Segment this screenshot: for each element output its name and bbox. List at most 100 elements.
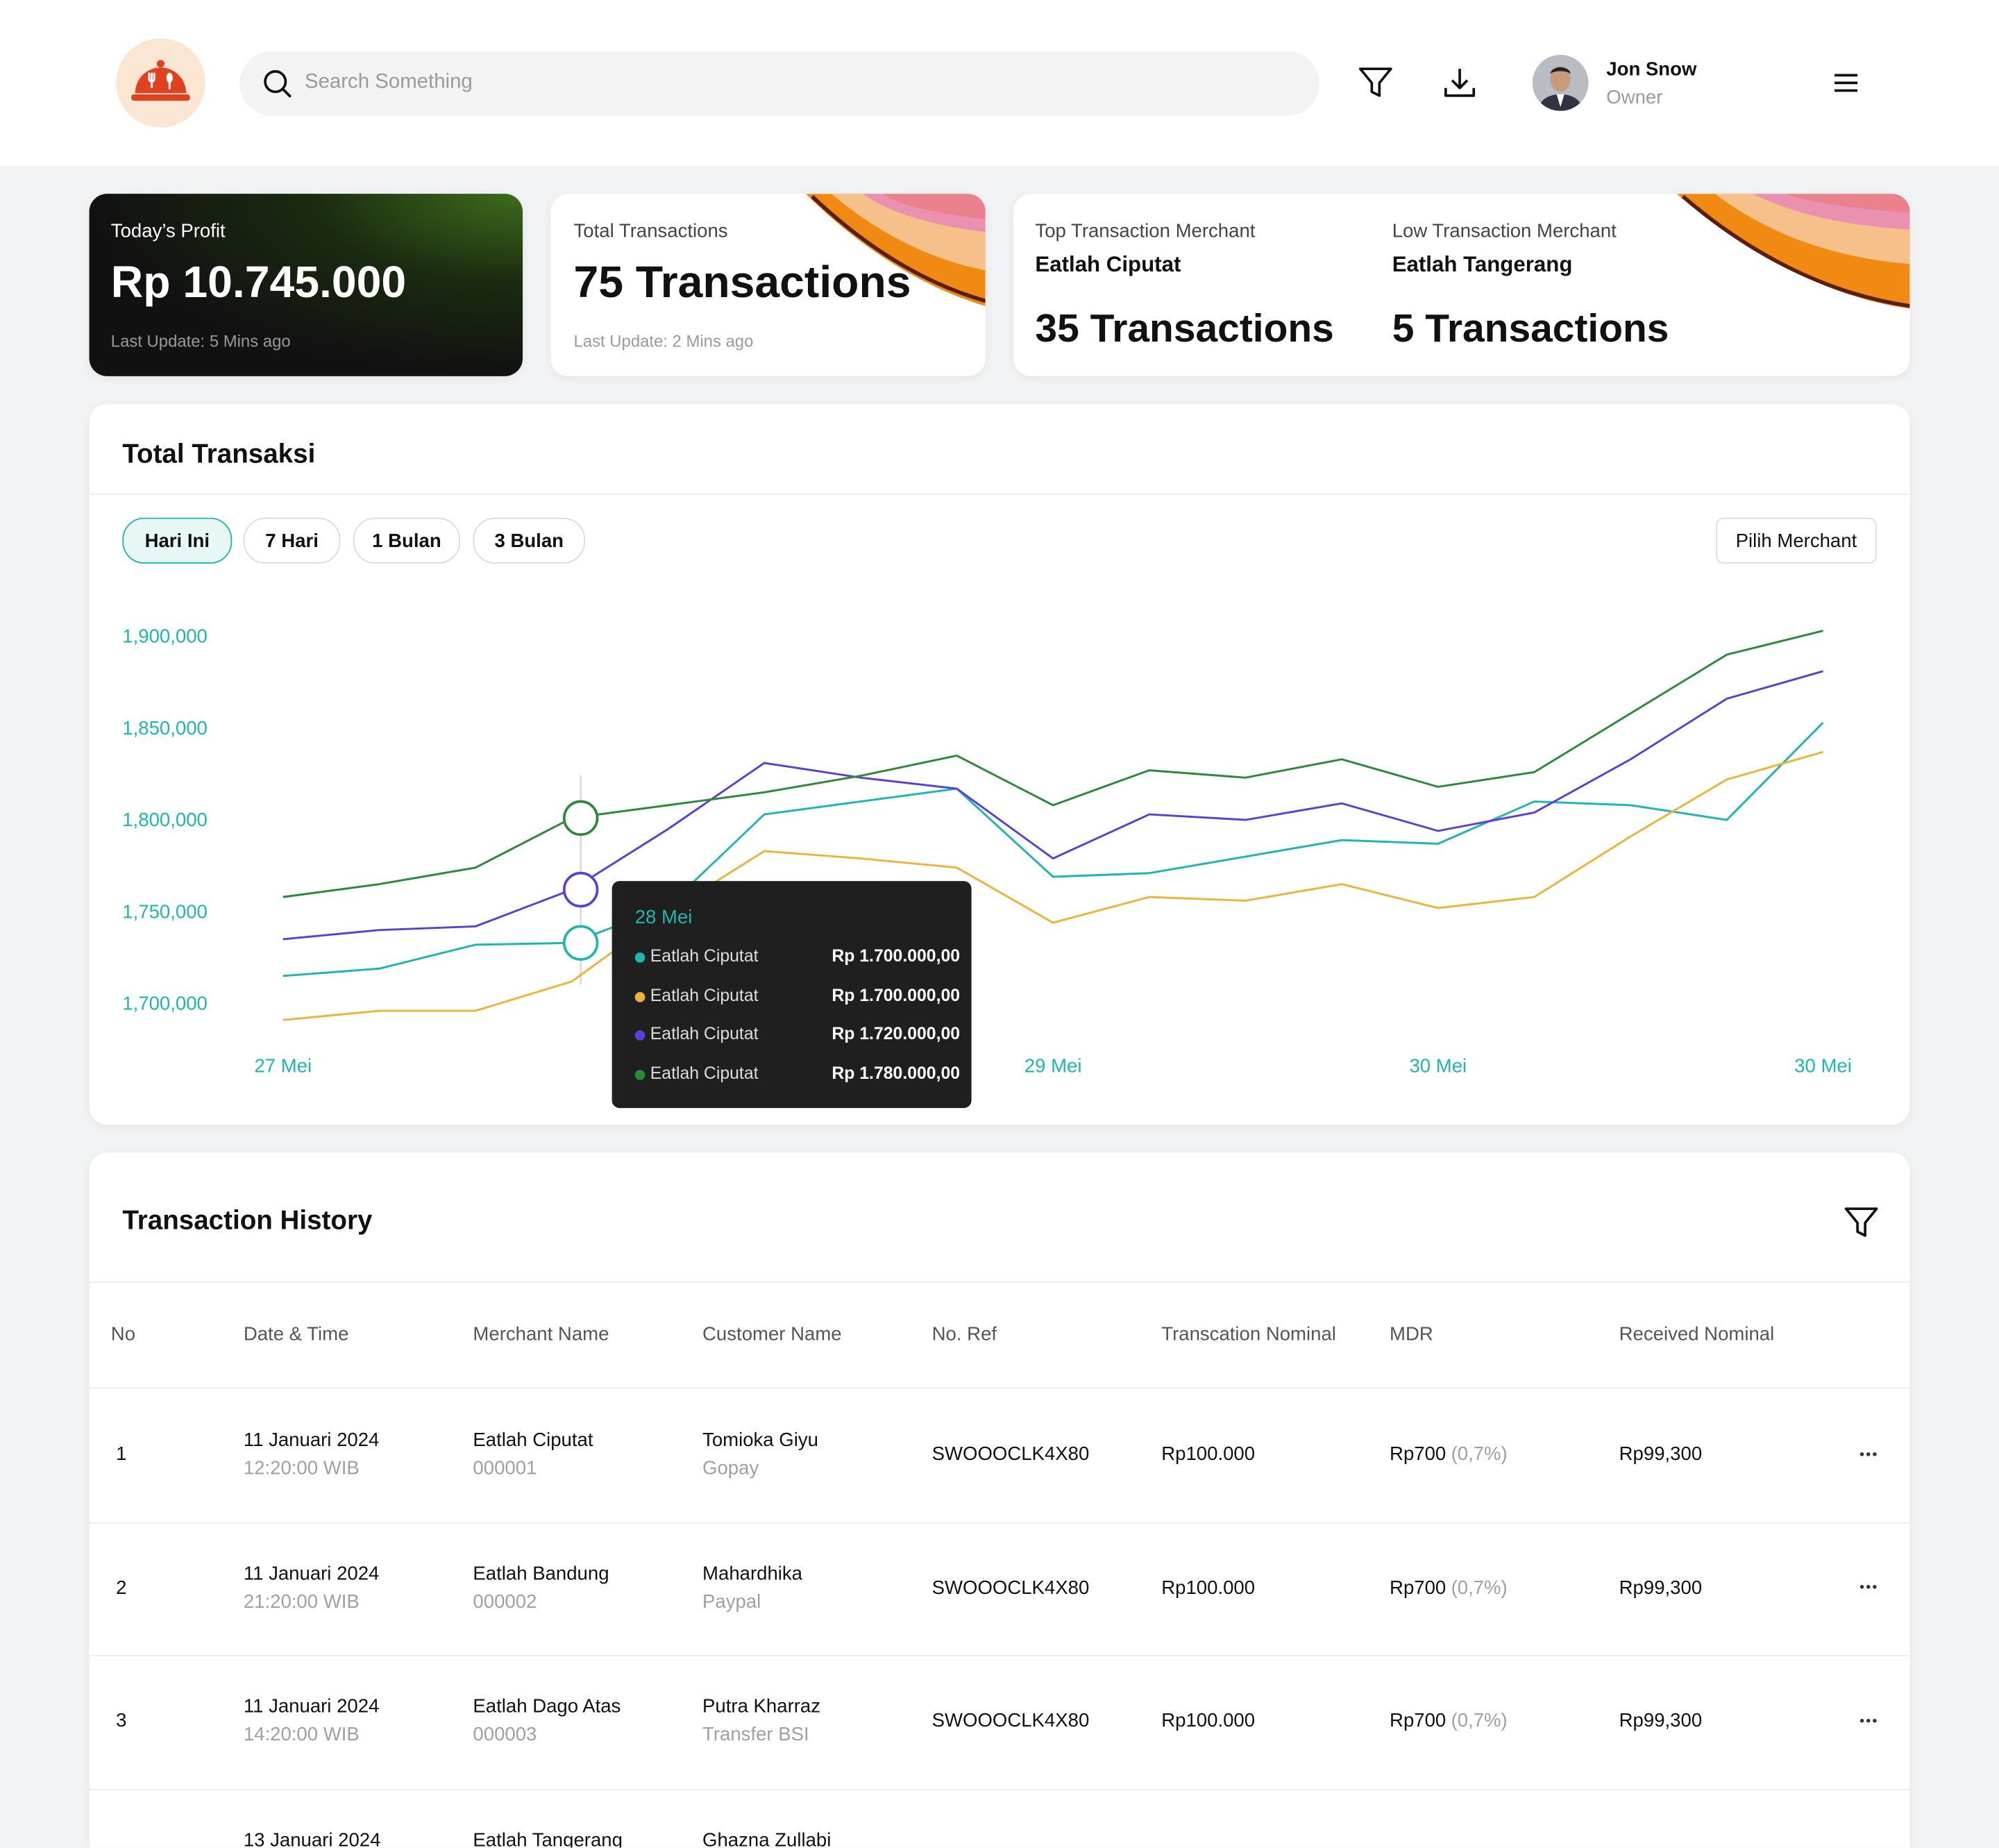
logo (116, 38, 205, 128)
tooltip-series: Eatlah Ciputat (650, 1062, 759, 1082)
cell-no: 1 (116, 1443, 127, 1465)
cell-merchant_id: 000003 (473, 1724, 537, 1746)
merchant-card: Top Transaction Merchant Eatlah Ciputat … (1013, 194, 1910, 376)
cell-time: 12:20:00 WIB (243, 1457, 360, 1479)
cell-ref: SWOOOCLK4X80 (931, 1710, 1090, 1732)
x-tick-label: 27 Mei (254, 1055, 312, 1077)
line-chart: 1,700,000 1,750,000 1,800,000 1,850,000 1,90… (122, 625, 1852, 1077)
hover-marker (562, 925, 599, 961)
profit-value: Rp 10.745.000 (110, 258, 407, 308)
top-merchant-value: 35 Transactions (1035, 305, 1334, 351)
row-divider (89, 1788, 1910, 1790)
hover-marker (562, 800, 599, 837)
column-header: Transcation Nominal (1161, 1323, 1336, 1345)
cell-date: 11 Januari 2024 (243, 1562, 380, 1585)
cell-time: 21:20:00 WIB (243, 1590, 360, 1613)
cell-customer: Tomioka Giyu (702, 1429, 818, 1452)
series-line (282, 630, 1823, 898)
dot (1873, 1452, 1877, 1456)
column-header: No (110, 1323, 136, 1345)
y-tick-label: 1,800,000 (122, 809, 208, 830)
row-actions[interactable] (1859, 1706, 1880, 1733)
tooltip-value: Rp 1.700.000,00 (832, 946, 961, 966)
cell-nominal: Rp100.000 (1161, 1710, 1256, 1732)
cell-nominal: Rp100.000 (1161, 1577, 1256, 1599)
total-update: Last Update: 2 Mins ago (573, 331, 754, 351)
total-label: Total Transactions (573, 220, 728, 242)
total-value: 75 Transactions (573, 258, 911, 308)
filter-pill[interactable]: 1 Bulan (353, 517, 461, 564)
mdr-rate: (0,7%) (1451, 1710, 1508, 1732)
column-header: Merchant Name (473, 1323, 609, 1345)
cell-received: Rp99,300 (1619, 1443, 1703, 1465)
cell-customer: Putra Kharraz (702, 1695, 821, 1718)
search-placeholder: Search Something (304, 71, 473, 94)
menu-button[interactable] (1832, 72, 1859, 94)
cell-merchant_id: 000001 (473, 1457, 537, 1479)
legend-dot (634, 1069, 646, 1080)
profit-update: Last Update: 5 Mins ago (110, 331, 291, 351)
merchant-select[interactable]: Pilih Merchant (1716, 517, 1877, 564)
tooltip-series: Eatlah Ciputat (650, 1023, 759, 1043)
tooltip-value: Rp 1.700.000,00 (832, 984, 961, 1005)
filter-pill[interactable]: 7 Hari (243, 517, 341, 564)
filter-pill[interactable]: 3 Bulan (473, 517, 586, 564)
cell-time: 14:20:00 WIB (243, 1724, 360, 1746)
dot (1859, 1718, 1864, 1722)
filter-pill[interactable]: Hari Ini (122, 517, 233, 564)
column-header: Date & Time (243, 1323, 349, 1345)
low-merchant-name: Eatlah Tangerang (1392, 252, 1573, 277)
mdr-amount: Rp700 (1390, 1577, 1446, 1599)
dot (1866, 1718, 1871, 1722)
cell-merchant: Eatlah Bandung (473, 1562, 609, 1585)
y-tick-label: 1,900,000 (122, 625, 208, 647)
profit-label: Today’s Profit (110, 220, 226, 242)
table-filter-button[interactable] (1844, 1207, 1879, 1240)
profit-card: Today’s Profit Rp 10.745.000 Last Update… (89, 194, 523, 376)
row-divider (89, 1522, 1910, 1523)
divider (89, 1281, 1910, 1283)
series-line (282, 750, 1823, 1021)
mdr-rate: (0,7%) (1451, 1577, 1508, 1599)
cell-date: 11 Januari 2024 (243, 1695, 380, 1718)
search-bar[interactable]: Search Something (239, 51, 1320, 117)
dot (1859, 1585, 1864, 1590)
series-line (282, 670, 1823, 941)
dot (1873, 1718, 1877, 1722)
cell-date: 11 Januari 2024 (243, 1429, 380, 1452)
x-tick-label: 29 Mei (1024, 1055, 1082, 1077)
divider (89, 1387, 1910, 1389)
mdr-amount: Rp700 (1390, 1710, 1446, 1732)
row-actions[interactable] (1859, 1573, 1880, 1600)
cell-nominal: Rp100.000 (1161, 1443, 1256, 1465)
column-header: Received Nominal (1619, 1323, 1775, 1345)
tooltip-value: Rp 1.720.000,00 (832, 1023, 961, 1043)
x-tick-label: 30 Mei (1794, 1055, 1852, 1077)
decoration (1676, 194, 1910, 309)
cell-ref: SWOOOCLK4X80 (931, 1577, 1090, 1599)
cell-mdr: Rp700 (0,7%) (1390, 1441, 1508, 1469)
cell-received: Rp99,300 (1619, 1710, 1703, 1732)
cell-date: 13 Januari 2024 (243, 1829, 381, 1848)
dot (1859, 1452, 1864, 1456)
cell-received: Rp99,300 (1619, 1577, 1703, 1599)
decoration (805, 194, 986, 306)
dot (1873, 1585, 1877, 1590)
y-tick-label: 1,750,000 (122, 900, 208, 922)
row-actions[interactable] (1859, 1440, 1880, 1467)
mdr-amount: Rp700 (1390, 1443, 1446, 1465)
column-header: MDR (1390, 1323, 1433, 1345)
avatar[interactable] (1532, 54, 1589, 111)
column-header: Customer Name (702, 1323, 842, 1345)
legend-dot (634, 1030, 646, 1041)
cell-merchant: Eatlah Dago Atas (473, 1695, 621, 1718)
cell-merchant_id: 000002 (473, 1590, 537, 1613)
low-merchant-value: 5 Transactions (1392, 305, 1669, 351)
cell-payment: Paypal (702, 1590, 761, 1613)
legend-dot (634, 952, 646, 963)
filter-button[interactable] (1358, 67, 1393, 100)
x-tick-label: 30 Mei (1409, 1055, 1467, 1077)
cell-ref: SWOOOCLK4X80 (931, 1443, 1090, 1465)
download-button[interactable] (1442, 67, 1477, 100)
